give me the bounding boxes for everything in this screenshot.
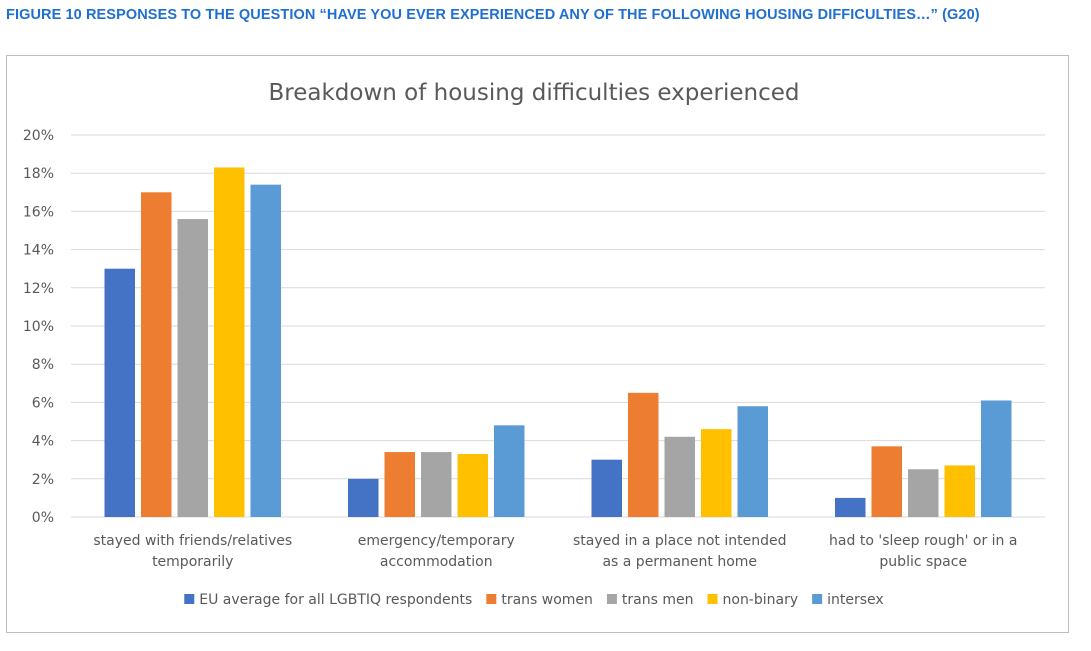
x-tick-label: had to 'sleep rough' or in a <box>829 533 1017 549</box>
bar <box>457 453 488 517</box>
legend-swatch <box>184 594 195 604</box>
bar <box>384 452 415 517</box>
legend: EU average for all LGBTIQ respondents tra… <box>184 592 884 608</box>
y-tick-label: 0% <box>32 510 54 526</box>
x-tick-label: stayed in a place not intended <box>573 533 786 549</box>
bars <box>104 167 1012 518</box>
legend-label: non-binary <box>723 592 799 608</box>
chart-frame: Breakdown of housing difficulties experi… <box>6 55 1069 633</box>
y-tick-label: 20% <box>23 128 54 144</box>
bar <box>494 425 525 517</box>
bar <box>214 167 245 517</box>
legend-label: trans men <box>622 592 694 608</box>
y-tick-label: 10% <box>23 319 54 335</box>
x-tick-label: emergency/temporary <box>358 533 515 549</box>
legend-swatch <box>486 594 497 604</box>
legend-label: EU average for all LGBTIQ respondents <box>199 592 472 608</box>
y-tick-label: 2% <box>32 472 54 488</box>
bar <box>628 392 659 517</box>
bar <box>944 465 975 517</box>
figure-caption: FIGURE 10 RESPONSES TO THE QUESTION “HAV… <box>6 7 980 23</box>
x-axis: stayed with friends/relatives temporarily… <box>93 533 1017 570</box>
bar <box>835 497 866 517</box>
bar <box>250 184 281 517</box>
y-axis: 0% 2% 4% 6% 8% 10% 12% 14% 16% 18% 20% <box>23 128 54 526</box>
legend-swatch <box>812 594 823 604</box>
bar <box>141 192 172 518</box>
bar <box>177 219 208 518</box>
bar <box>421 452 452 517</box>
bar <box>908 469 939 517</box>
x-tick-label: temporarily <box>152 554 233 570</box>
x-tick-label: stayed with friends/relatives <box>93 533 292 549</box>
bar <box>701 429 732 517</box>
bar <box>104 268 135 517</box>
x-tick-label: public space <box>879 554 967 570</box>
bar <box>348 478 379 517</box>
bar-chart: Breakdown of housing difficulties experi… <box>23 80 1045 608</box>
y-tick-label: 12% <box>23 281 54 297</box>
y-tick-label: 16% <box>23 204 54 220</box>
x-tick-label: as a permanent home <box>602 554 757 570</box>
legend-swatch <box>606 594 617 604</box>
chart-title: Breakdown of housing difficulties experi… <box>269 80 800 106</box>
legend-label: intersex <box>827 592 884 608</box>
x-tick-label: accommodation <box>380 554 493 570</box>
bar <box>981 400 1012 517</box>
y-tick-label: 14% <box>23 243 54 259</box>
bar <box>737 406 768 517</box>
bar <box>664 436 695 517</box>
bar <box>871 446 902 517</box>
y-tick-label: 8% <box>32 357 54 373</box>
y-tick-label: 6% <box>32 395 54 411</box>
bar <box>591 459 622 517</box>
legend-label: trans women <box>501 592 593 608</box>
legend-swatch <box>707 594 718 604</box>
y-tick-label: 18% <box>23 166 54 182</box>
y-tick-label: 4% <box>32 434 54 450</box>
